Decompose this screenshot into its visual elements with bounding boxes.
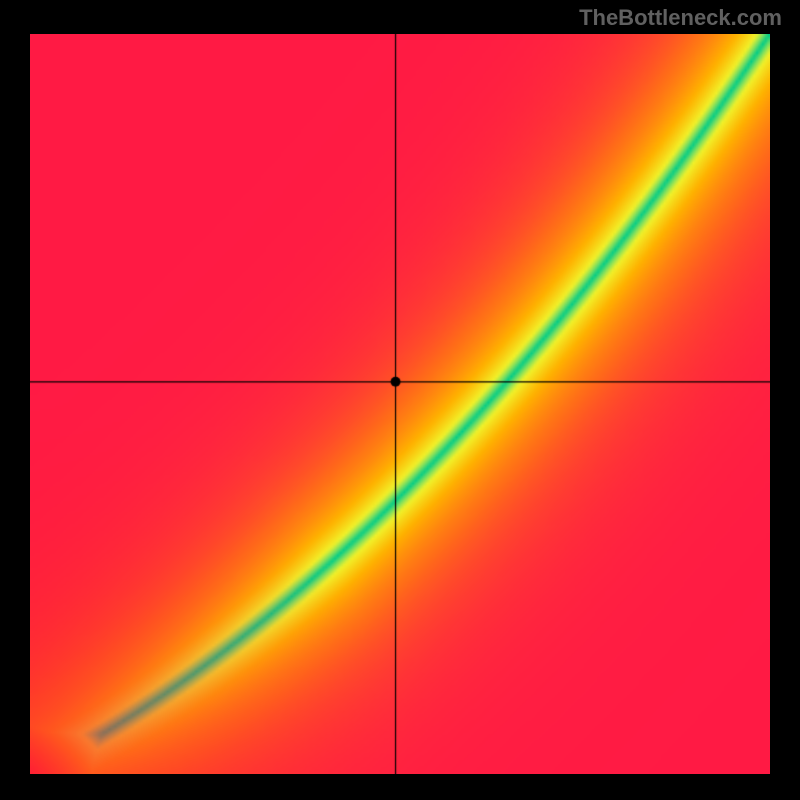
bottleneck-heatmap-canvas — [30, 34, 770, 774]
bottleneck-heatmap-frame — [30, 34, 770, 774]
watermark-text: TheBottleneck.com — [579, 5, 782, 31]
